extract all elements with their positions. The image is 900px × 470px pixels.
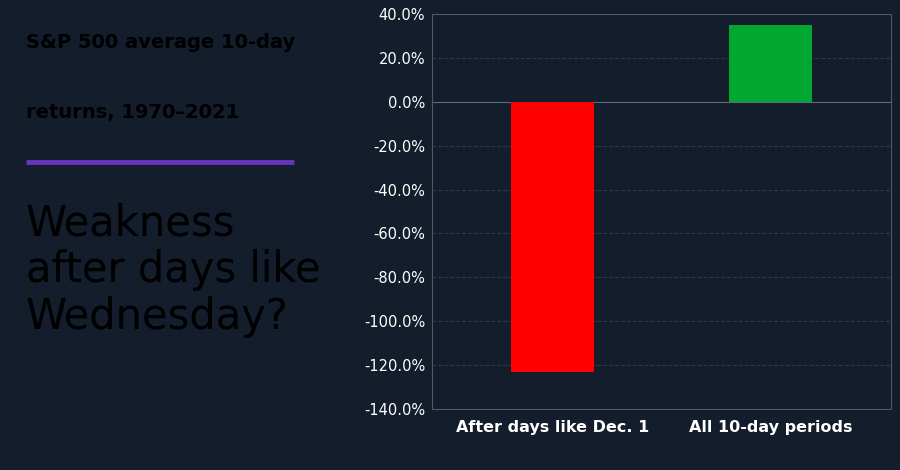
Bar <box>510 102 594 372</box>
Text: S&P 500 average 10-day: S&P 500 average 10-day <box>26 33 295 52</box>
Text: returns, 1970–2021: returns, 1970–2021 <box>26 103 239 122</box>
Text: Weakness
after days like
Wednesday?: Weakness after days like Wednesday? <box>26 202 320 338</box>
Bar <box>729 25 813 102</box>
